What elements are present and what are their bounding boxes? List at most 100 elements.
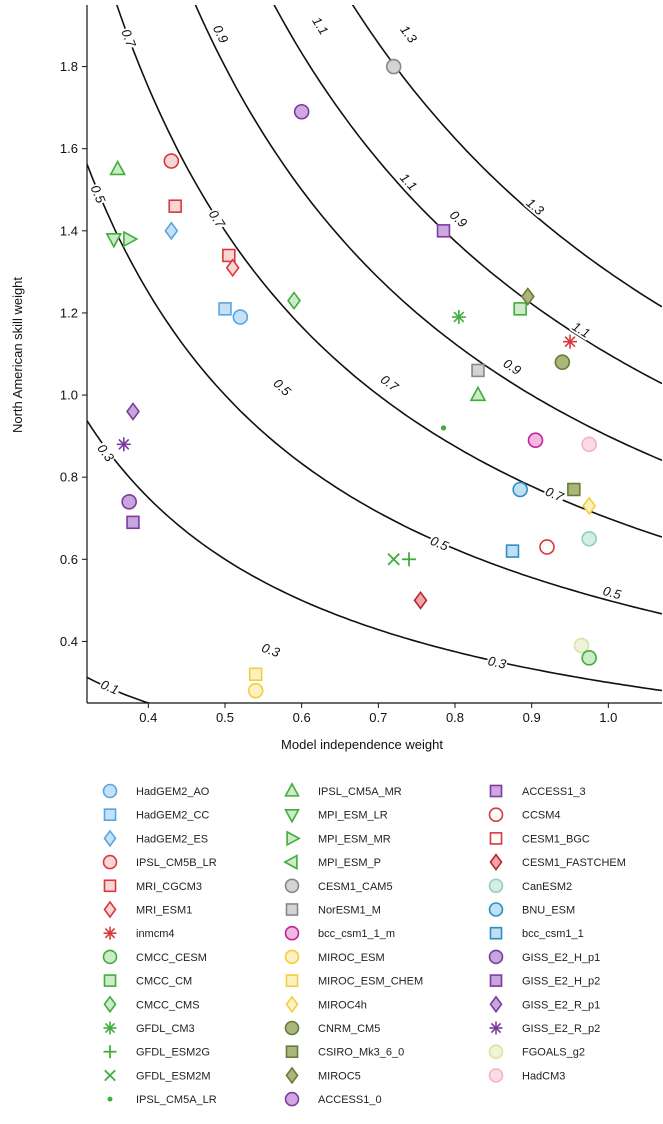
y-tick-label: 0.8 (60, 470, 78, 485)
legend-label: GISS_E2_H_p2 (522, 976, 600, 988)
legend-marker (489, 784, 503, 798)
legend-item: CMCC_CESM (102, 949, 207, 965)
legend-label: MIROC_ESM_CHEM (318, 976, 423, 988)
legend-marker (103, 1045, 117, 1059)
legend-item: bcc_csm1_1 (489, 926, 584, 940)
legend-marker (103, 879, 117, 893)
y-axis-title: North American skill weight (10, 277, 25, 433)
point-CanESM2 (581, 530, 597, 547)
x-tick-label: 0.9 (523, 710, 541, 725)
point-CNRM_CM5 (554, 354, 571, 371)
x-tick-label: 1.0 (599, 710, 617, 725)
legend-item: CESM1_BGC (489, 832, 590, 845)
legend-label: HadGEM2_ES (136, 833, 208, 845)
legend-marker (104, 1069, 116, 1082)
legend-item: HadGEM2_CC (103, 808, 209, 822)
legend-item: FGOALS_g2 (488, 1044, 585, 1059)
legend-label: HadGEM2_AO (136, 786, 210, 798)
legend-marker (285, 903, 299, 916)
point-CESM1_CAM5 (385, 58, 402, 75)
point-inmcm4 (563, 334, 577, 349)
legend-label: GISS_E2_R_p1 (522, 999, 600, 1011)
legend-marker (488, 1044, 504, 1059)
point-GFDL_ESM2G (402, 552, 416, 567)
legend-item: GFDL_CM3 (103, 1021, 195, 1035)
legend-marker (103, 995, 117, 1014)
point-MRI_CGCM3 (222, 248, 236, 263)
legend-label: CESM1_CAM5 (318, 881, 393, 893)
legend-item: MRI_CGCM3 (103, 879, 202, 893)
legend-marker (488, 807, 504, 823)
legend-item: ACCESS1_0 (284, 1091, 382, 1107)
legend-item: GISS_E2_R_p2 (489, 1021, 600, 1035)
y-tick-label: 1.8 (60, 59, 78, 74)
point-MIROC_ESM (247, 682, 264, 699)
x-tick-label: 0.4 (139, 710, 157, 725)
legend-label: MIROC4h (318, 999, 367, 1011)
legend-item: CNRM_CM5 (284, 1020, 380, 1036)
y-tick-label: 0.4 (60, 634, 78, 649)
contour-label-bg (569, 317, 595, 341)
legend-label: GISS_E2_R_p2 (522, 1023, 600, 1035)
legend-marker (284, 949, 300, 965)
legend-label: GFDL_ESM2M (136, 1070, 211, 1082)
legend-marker (488, 878, 504, 894)
contour-label-bg (259, 638, 284, 660)
legend-item: IPSL_CM5A_LR (107, 1094, 217, 1106)
contour-label-bg (210, 21, 233, 46)
contour-label-bg (88, 181, 110, 206)
legend-label: IPSL_CM5A_LR (136, 1094, 217, 1106)
contour-label: 0.5 (428, 533, 451, 554)
contour-label: 0.9 (210, 23, 232, 46)
legend-item: IPSL_CM5A_MR (284, 782, 402, 798)
legend-item: HadGEM2_ES (103, 829, 208, 848)
legend-label: MRI_ESM1 (136, 905, 192, 917)
point-MIROC4h (582, 496, 597, 516)
legend-label: bcc_csm1_1_m (318, 928, 395, 940)
point-bcc_csm1_1_m (527, 432, 544, 449)
legend-label: MPI_ESM_P (318, 857, 381, 869)
contour-line-0-3 (87, 420, 662, 692)
point-CESM1_FASTCHEM (413, 590, 428, 610)
legend-marker (102, 949, 118, 965)
contour-label: 0.3 (487, 653, 509, 672)
contour-label-bg (500, 354, 526, 378)
point-ACCESS1_3 (436, 224, 451, 238)
legend-marker (284, 878, 300, 894)
legend-label: IPSL_CM5A_MR (318, 786, 402, 798)
legend-marker (489, 832, 503, 845)
legend-item: HadCM3 (488, 1068, 565, 1083)
contour-label: 0.3 (260, 640, 283, 660)
point-MRI_ESM1 (225, 258, 240, 278)
point-GISS_E2_R_p1 (126, 402, 140, 421)
legend-item: MIROC4h (285, 995, 367, 1014)
point-IPSL_CM5B_LR (163, 153, 180, 169)
y-tick-label: 1.0 (60, 388, 78, 403)
legend-label: CMCC_CESM (136, 952, 207, 964)
legend-marker (103, 926, 117, 940)
legend-label: ACCESS1_3 (522, 786, 586, 798)
legend-marker (103, 808, 117, 822)
point-CMCC_CM (513, 302, 527, 316)
contour-label-bg (270, 374, 296, 399)
point-HadGEM2_ES (164, 221, 179, 241)
point-HadGEM2_AO (232, 309, 249, 325)
contour-label-bg (206, 205, 230, 231)
legend-label: CMCC_CM (136, 976, 192, 988)
legend-item: MPI_ESM_MR (286, 830, 391, 847)
legend-label: GFDL_CM3 (136, 1023, 195, 1035)
x-tick-label: 0.7 (369, 710, 387, 725)
legend-item: GISS_E2_R_p1 (489, 995, 600, 1014)
point-ACCESS1_0 (293, 103, 310, 120)
legend-label: ACCESS1_0 (318, 1094, 382, 1106)
legend-marker (107, 1096, 113, 1102)
legend-marker (489, 995, 503, 1014)
legend-marker (489, 926, 503, 940)
contour-label-bg (377, 370, 403, 395)
contour-line-1-3 (351, 5, 662, 308)
contour-label-bg (523, 193, 549, 219)
legend-item: NorESM1_M (285, 903, 381, 917)
legend-item: MIROC_ESM_CHEM (285, 974, 423, 988)
legend: HadGEM2_AO HadGEM2_CC HadGEM2_ES IPSL_CM5B_… (102, 782, 626, 1107)
x-axis-title: Model independence weight (281, 737, 443, 752)
